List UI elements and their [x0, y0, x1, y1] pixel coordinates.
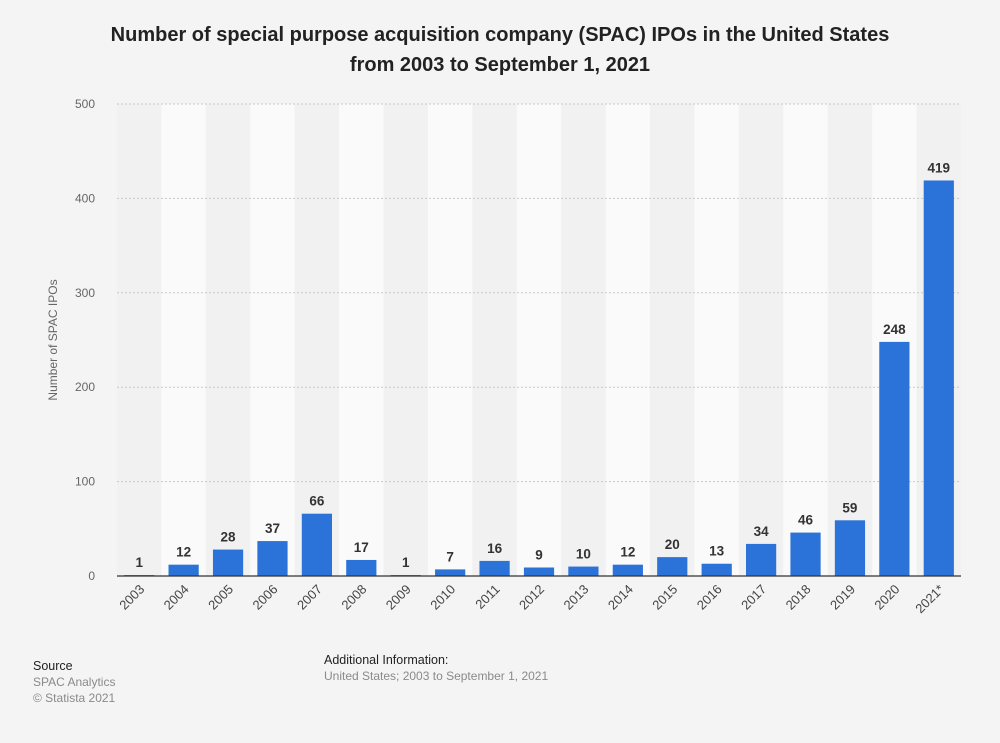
source-heading: Source [33, 659, 73, 673]
data-label-2015: 20 [665, 537, 680, 552]
bar-2004 [168, 564, 199, 576]
bar-2006 [257, 541, 288, 576]
band-3 [250, 104, 295, 576]
bars [124, 180, 954, 577]
y-axis-label: Number of SPAC IPOs [46, 279, 60, 400]
data-label-2019: 59 [842, 500, 857, 515]
data-label-2020: 248 [883, 322, 906, 337]
bar-2017 [746, 543, 777, 576]
y-tick-label: 0 [88, 569, 95, 583]
bar-2011 [479, 560, 510, 576]
x-tick-label: 2006 [250, 582, 281, 613]
x-tick-label: 2013 [560, 582, 591, 613]
bar-2008 [346, 559, 377, 576]
data-label-2006: 37 [265, 521, 280, 536]
x-tick-label: 2016 [694, 582, 725, 613]
band-8 [472, 104, 517, 576]
additional-info-block: Additional Information: United States; 2… [324, 652, 548, 684]
bar-2007 [301, 513, 332, 576]
band-12 [650, 104, 695, 576]
source-block: Source SPAC Analytics © Statista 2021 [33, 658, 115, 706]
x-tick-label: 2012 [516, 582, 547, 613]
x-tick-label: 2009 [383, 582, 414, 613]
y-axis-ticks: 0 100 200 300 400 500 [75, 97, 95, 583]
source-name: SPAC Analytics [33, 675, 116, 689]
chart-title-line-2: from 2003 to September 1, 2021 [349, 54, 651, 76]
y-tick-label: 500 [75, 97, 95, 111]
band-10 [561, 104, 606, 576]
band-7 [427, 104, 473, 576]
x-tick-label: 2008 [338, 582, 369, 613]
chart-title-line-1: Number of special purpose acquisition co… [110, 24, 890, 46]
y-tick-label: 100 [75, 475, 95, 489]
x-tick-label: 2019 [827, 582, 858, 613]
data-label-2013: 10 [576, 547, 591, 562]
band-9 [516, 104, 562, 576]
chart-title: Number of special purpose acquisition co… [40, 20, 960, 80]
x-tick-label: 2005 [205, 582, 236, 613]
data-label-2021*: 419 [928, 160, 951, 175]
band-2 [205, 104, 251, 576]
x-tick-label: 2014 [605, 582, 636, 613]
data-label-2009: 1 [402, 555, 410, 570]
additional-info-text: United States; 2003 to September 1, 2021 [324, 669, 549, 683]
data-label-2008: 17 [354, 540, 369, 555]
data-label-2005: 28 [221, 530, 237, 545]
y-tick-label: 300 [75, 286, 95, 300]
x-axis-ticks: 2003 2004 2005 2006 2007 2008 2009 2010 2011 2012… [116, 582, 947, 617]
x-tick-label: 2018 [783, 582, 814, 613]
x-tick-label: 2010 [427, 582, 458, 613]
data-label-2004: 12 [176, 545, 191, 560]
data-label-2012: 9 [535, 548, 543, 563]
y-tick-label: 400 [75, 191, 95, 205]
band-5 [339, 104, 384, 576]
data-label-2010: 7 [446, 549, 454, 564]
x-tick-label: 2004 [161, 582, 192, 613]
background-bands [117, 104, 961, 576]
bar-2010 [435, 569, 466, 576]
bar-2016 [701, 563, 732, 576]
data-label-2017: 34 [754, 524, 770, 539]
x-tick-label: 2021* [912, 582, 947, 617]
x-tick-label: 2015 [649, 582, 680, 613]
x-tick-label: 2003 [116, 582, 147, 613]
x-tick-label: 2020 [871, 582, 902, 613]
bar-2021* [923, 180, 954, 577]
data-label-2016: 13 [709, 544, 725, 559]
bar-2013 [568, 566, 599, 576]
data-label-2011: 16 [487, 541, 503, 556]
band-1 [161, 104, 206, 576]
band-6 [383, 104, 428, 576]
gridlines [117, 103, 961, 483]
bar-2014 [612, 564, 643, 576]
data-label-2007: 66 [309, 494, 325, 509]
y-tick-label: 200 [75, 380, 95, 394]
bar-2020 [879, 341, 910, 576]
data-label-2018: 46 [798, 513, 814, 528]
copyright: © Statista 2021 [33, 691, 116, 705]
x-tick-label: 2011 [472, 582, 502, 612]
band-0 [117, 104, 162, 576]
bar-2018 [790, 532, 821, 576]
band-4 [294, 104, 340, 576]
x-tick-label: 2017 [738, 582, 769, 613]
data-label-2014: 12 [620, 545, 635, 560]
additional-info-heading: Additional Information: [324, 653, 449, 667]
band-13 [694, 104, 739, 576]
bar-2015 [657, 557, 688, 576]
band-11 [605, 104, 651, 576]
bar-2005 [212, 549, 244, 576]
x-tick-label: 2007 [294, 582, 325, 613]
band-16 [827, 104, 873, 576]
bar-2019 [834, 520, 866, 576]
bar-2012 [523, 567, 555, 576]
data-label-2003: 1 [135, 555, 143, 570]
band-14 [738, 104, 784, 576]
band-15 [783, 104, 828, 576]
